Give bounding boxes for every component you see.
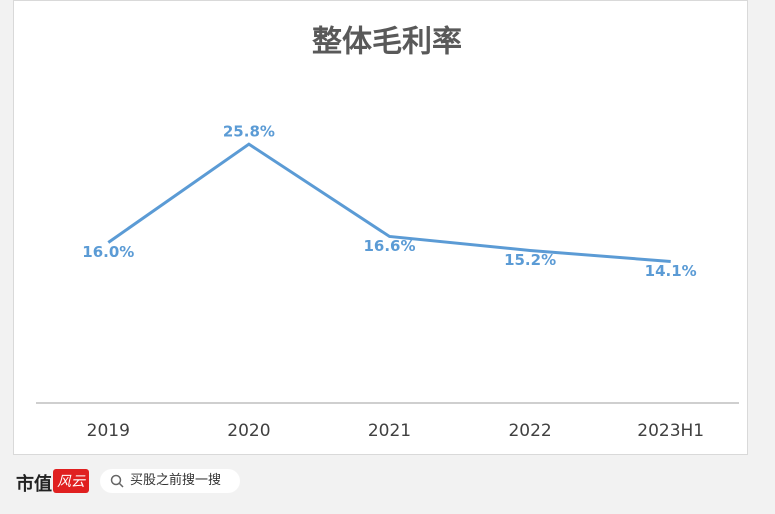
- data-label: 14.1%: [645, 262, 697, 280]
- data-label: 25.8%: [223, 123, 275, 141]
- x-tick-label: 2023H1: [637, 421, 704, 441]
- x-tick-label: 2021: [368, 421, 411, 441]
- footer: 市值 风云 买股之前搜一搜: [0, 455, 775, 514]
- chart: 整体毛利率 2019 2020 2021 2022 2023H1 16.0% 25.8% 16…: [36, 25, 739, 441]
- chart-title: 整体毛利率: [312, 25, 462, 60]
- x-tick-label: 2019: [87, 421, 130, 441]
- data-label: 16.0%: [82, 243, 134, 261]
- search-placeholder: 买股之前搜一搜: [130, 473, 222, 488]
- logo: 市值: [16, 474, 52, 495]
- logo-badge: 风云: [53, 469, 89, 493]
- data-label: 15.2%: [504, 251, 556, 269]
- data-label: 16.6%: [363, 237, 415, 255]
- line: [107, 142, 671, 264]
- chart-panel: 整体毛利率 2019 2020 2021 2022 2023H1 16.0% 25.8% 16…: [13, 0, 748, 455]
- x-tick-label: 2022: [508, 421, 551, 441]
- x-tick-label: 2020: [227, 421, 270, 441]
- search-box[interactable]: 买股之前搜一搜: [100, 469, 240, 493]
- search-icon: [110, 474, 124, 488]
